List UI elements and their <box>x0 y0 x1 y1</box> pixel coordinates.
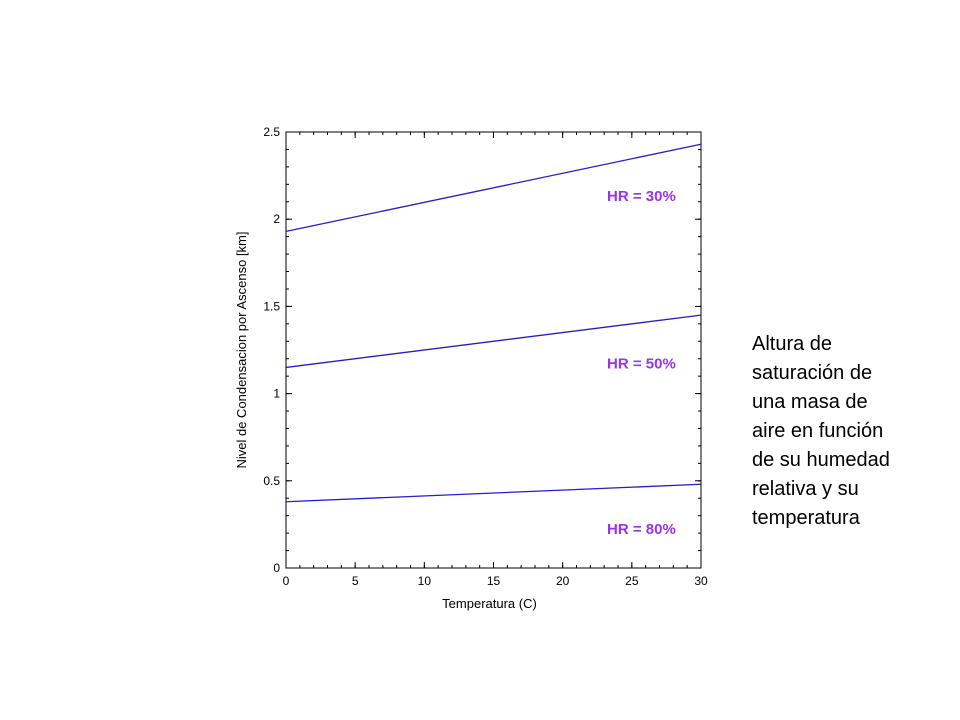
x-tick-label: 25 <box>625 574 639 588</box>
y-tick-label: 0 <box>273 561 280 575</box>
y-tick-labels: 0 0.5 1 1.5 2 2.5 <box>263 125 280 575</box>
series-line <box>285 483 702 503</box>
caption-line: Altura de <box>752 333 833 355</box>
y-tick-label: 2.5 <box>263 125 280 139</box>
caption: Altura de saturación de una masa de aire… <box>752 330 952 533</box>
y-tick-label: 1 <box>273 387 280 401</box>
caption-line: relativa y su <box>752 478 859 500</box>
caption-line: de su humedad <box>752 449 890 471</box>
major-ticks <box>285 131 702 569</box>
series-label: HR = 30% <box>607 188 676 205</box>
x-tick-label: 30 <box>694 574 708 588</box>
y-tick-label: 0.5 <box>263 474 280 488</box>
x-tick-label: 15 <box>487 574 501 588</box>
caption-line: temperatura <box>752 507 860 529</box>
caption-line: aire en función <box>752 420 884 442</box>
caption-line: saturación de <box>752 362 873 384</box>
y-tick-label: 2 <box>273 212 280 226</box>
y-tick-label: 1.5 <box>263 299 280 313</box>
series-line <box>285 143 702 233</box>
series-lines <box>285 143 702 503</box>
x-tick-labels: 0 5 10 15 20 25 30 <box>283 574 708 588</box>
x-tick-label: 20 <box>556 574 570 588</box>
y-axis-label: Nivel de Condensacion por Ascenso [km] <box>234 231 249 468</box>
x-tick-label: 0 <box>283 574 290 588</box>
series-label: HR = 80% <box>607 521 676 538</box>
series-label: HR = 50% <box>607 355 676 372</box>
x-axis-label: Temperatura (C) <box>442 596 537 611</box>
x-tick-label: 10 <box>418 574 432 588</box>
x-tick-label: 5 <box>352 574 359 588</box>
caption-line: una masa de <box>752 391 868 413</box>
series-line <box>285 314 702 369</box>
series-labels: HR = 30% HR = 50% HR = 80% <box>607 188 676 538</box>
